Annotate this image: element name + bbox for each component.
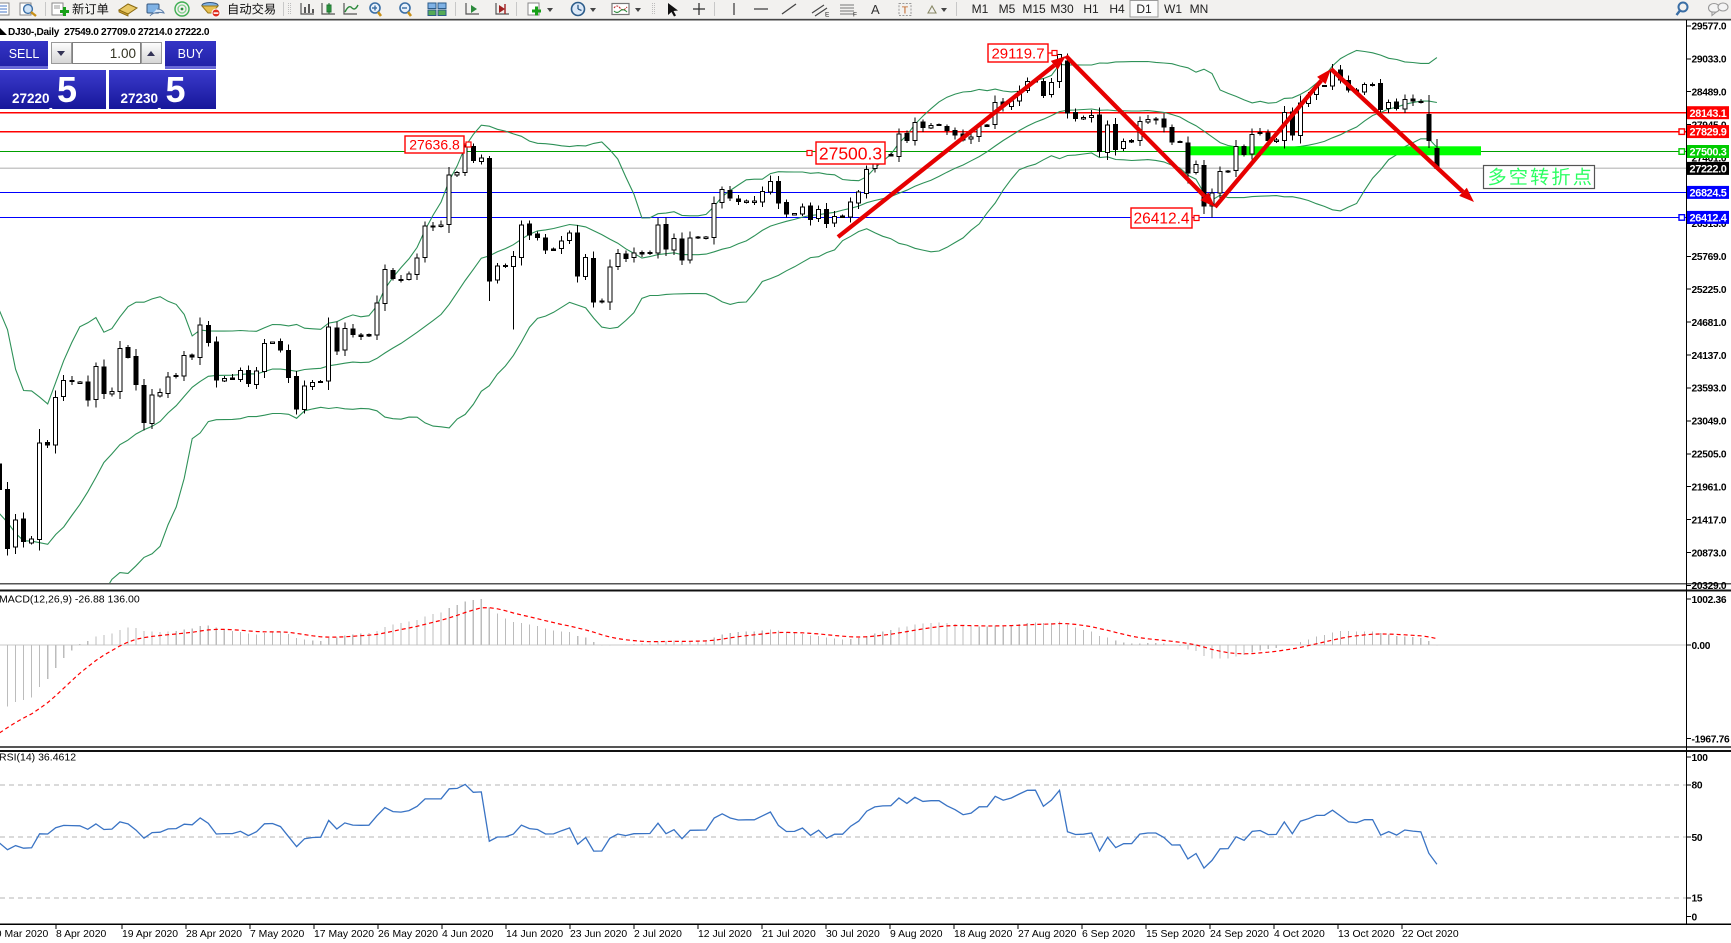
svg-text:26412.4: 26412.4 <box>1690 213 1727 225</box>
svg-text:27401.0: 27401.0 <box>1692 153 1727 164</box>
svg-text:6 Sep 2020: 6 Sep 2020 <box>1082 929 1135 940</box>
svg-text:80: 80 <box>1692 781 1703 792</box>
svg-text:23049.0: 23049.0 <box>1692 417 1727 428</box>
svg-text:17 May 2020: 17 May 2020 <box>314 929 374 940</box>
svg-text:27500.3: 27500.3 <box>819 143 882 163</box>
svg-text:9 Aug 2020: 9 Aug 2020 <box>890 929 943 940</box>
svg-text:21417.0: 21417.0 <box>1692 515 1727 526</box>
svg-text:29033.0: 29033.0 <box>1692 55 1727 66</box>
svg-text:H4: H4 <box>1109 2 1125 16</box>
svg-text:20329.0: 20329.0 <box>1692 581 1727 592</box>
svg-text:29577.0: 29577.0 <box>1692 22 1727 33</box>
svg-text:26824.5: 26824.5 <box>1690 188 1727 200</box>
svg-text:A: A <box>871 2 880 17</box>
svg-text:F: F <box>853 12 857 19</box>
svg-text:27636.8: 27636.8 <box>409 137 460 153</box>
svg-text:MACD(12,26,9) -26.88 136.00: MACD(12,26,9) -26.88 136.00 <box>0 594 140 606</box>
svg-text:30 Jul 2020: 30 Jul 2020 <box>826 929 880 940</box>
svg-text:24681.0: 24681.0 <box>1692 318 1727 329</box>
svg-text:D1: D1 <box>1136 2 1152 16</box>
svg-text:25225.0: 25225.0 <box>1692 285 1727 296</box>
svg-text:27500.3: 27500.3 <box>1690 147 1727 159</box>
svg-text:4 Oct 2020: 4 Oct 2020 <box>1274 929 1325 940</box>
svg-text:26 May 2020: 26 May 2020 <box>378 929 438 940</box>
svg-text:18 Aug 2020: 18 Aug 2020 <box>954 929 1013 940</box>
svg-text:1002.36: 1002.36 <box>1692 595 1727 606</box>
svg-text:27 Aug 2020: 27 Aug 2020 <box>1018 929 1077 940</box>
svg-text:8 Apr 2020: 8 Apr 2020 <box>56 929 106 940</box>
svg-text:20873.0: 20873.0 <box>1692 548 1727 559</box>
svg-text:-1967.76: -1967.76 <box>1692 734 1730 745</box>
svg-text:22 Oct 2020: 22 Oct 2020 <box>1402 929 1459 940</box>
svg-text:28 Apr 2020: 28 Apr 2020 <box>186 929 242 940</box>
svg-text:26412.4: 26412.4 <box>1133 211 1189 228</box>
svg-text:30 Mar 2020: 30 Mar 2020 <box>0 929 49 940</box>
svg-text:MN: MN <box>1190 2 1209 16</box>
svg-text:M1: M1 <box>972 2 989 16</box>
svg-text:7 May 2020: 7 May 2020 <box>250 929 305 940</box>
svg-text:100: 100 <box>1692 753 1709 764</box>
svg-text:19 Apr 2020: 19 Apr 2020 <box>122 929 178 940</box>
svg-text:H1: H1 <box>1083 2 1099 16</box>
svg-text:21961.0: 21961.0 <box>1692 483 1727 494</box>
svg-text:22505.0: 22505.0 <box>1692 450 1727 461</box>
svg-text:29119.7: 29119.7 <box>991 45 1044 62</box>
svg-text:M30: M30 <box>1050 2 1074 16</box>
svg-text:W1: W1 <box>1164 2 1182 16</box>
svg-text:23 Jun 2020: 23 Jun 2020 <box>570 929 627 940</box>
svg-text:15 Sep 2020: 15 Sep 2020 <box>1146 929 1205 940</box>
svg-text:12 Jul 2020: 12 Jul 2020 <box>698 929 752 940</box>
svg-text:15: 15 <box>1692 894 1703 905</box>
svg-text:M5: M5 <box>999 2 1016 16</box>
svg-text:27829.9: 27829.9 <box>1690 127 1727 139</box>
svg-text:E: E <box>825 12 830 19</box>
svg-text:50: 50 <box>1692 833 1703 844</box>
svg-text:T: T <box>902 5 909 17</box>
svg-text:28143.1: 28143.1 <box>1690 108 1727 120</box>
svg-text:2 Jul 2020: 2 Jul 2020 <box>634 929 682 940</box>
svg-text:RSI(14) 36.4612: RSI(14) 36.4612 <box>0 752 76 764</box>
svg-text:23593.0: 23593.0 <box>1692 384 1727 395</box>
svg-text:0.00: 0.00 <box>1692 641 1711 652</box>
svg-text:13 Oct 2020: 13 Oct 2020 <box>1338 929 1395 940</box>
svg-text:25769.0: 25769.0 <box>1692 252 1727 263</box>
svg-text:0: 0 <box>1692 912 1698 923</box>
svg-text:24 Sep 2020: 24 Sep 2020 <box>1210 929 1269 940</box>
svg-text:27222.0: 27222.0 <box>1690 164 1727 176</box>
svg-text:28489.0: 28489.0 <box>1692 88 1727 99</box>
svg-text:14 Jun 2020: 14 Jun 2020 <box>506 929 563 940</box>
svg-text:4 Jun 2020: 4 Jun 2020 <box>442 929 494 940</box>
svg-text:24137.0: 24137.0 <box>1692 351 1727 362</box>
svg-text:21 Jul 2020: 21 Jul 2020 <box>762 929 816 940</box>
svg-text:M15: M15 <box>1022 2 1046 16</box>
svg-text:26313.0: 26313.0 <box>1692 219 1727 230</box>
